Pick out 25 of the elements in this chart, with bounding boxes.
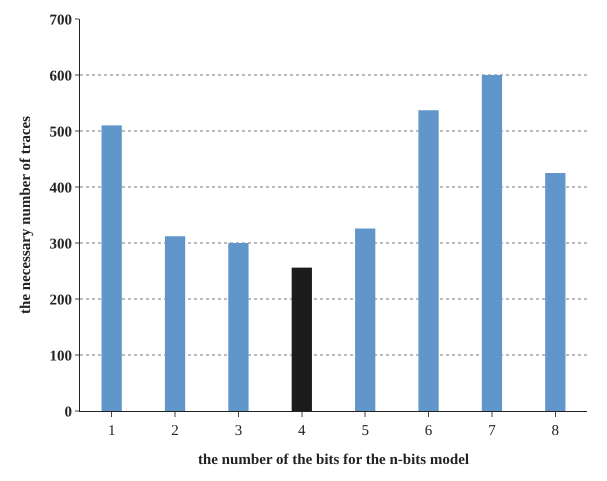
y-tick-label: 100 [50, 348, 72, 364]
x-tick-label: 4 [298, 423, 306, 439]
bar [228, 243, 249, 411]
y-tick-label: 400 [50, 180, 72, 196]
bar [164, 236, 186, 411]
y-tick-label: 200 [50, 292, 72, 308]
x-tick-label: 1 [108, 423, 116, 439]
x-tick-label: 8 [552, 423, 560, 439]
y-tick-label: 500 [50, 124, 72, 140]
x-tick-label: 6 [424, 423, 433, 439]
y-axis-title: the necessary number of traces [18, 116, 34, 314]
y-tick-label: 600 [50, 68, 72, 84]
x-tick-label: 3 [234, 423, 242, 439]
bar [482, 75, 502, 411]
x-tick-label: 5 [361, 423, 369, 439]
bar [545, 173, 566, 411]
bar [418, 110, 439, 411]
x-tick-label: 2 [171, 423, 179, 439]
x-tick-label: 7 [488, 423, 496, 439]
x-axis-title: the number of the bits for the n-bits model [198, 452, 470, 468]
y-tick-label: 0 [64, 404, 72, 420]
y-tick-label: 300 [50, 236, 72, 252]
y-tick-label: 700 [50, 12, 72, 28]
bar [102, 125, 122, 411]
bar [355, 228, 376, 411]
